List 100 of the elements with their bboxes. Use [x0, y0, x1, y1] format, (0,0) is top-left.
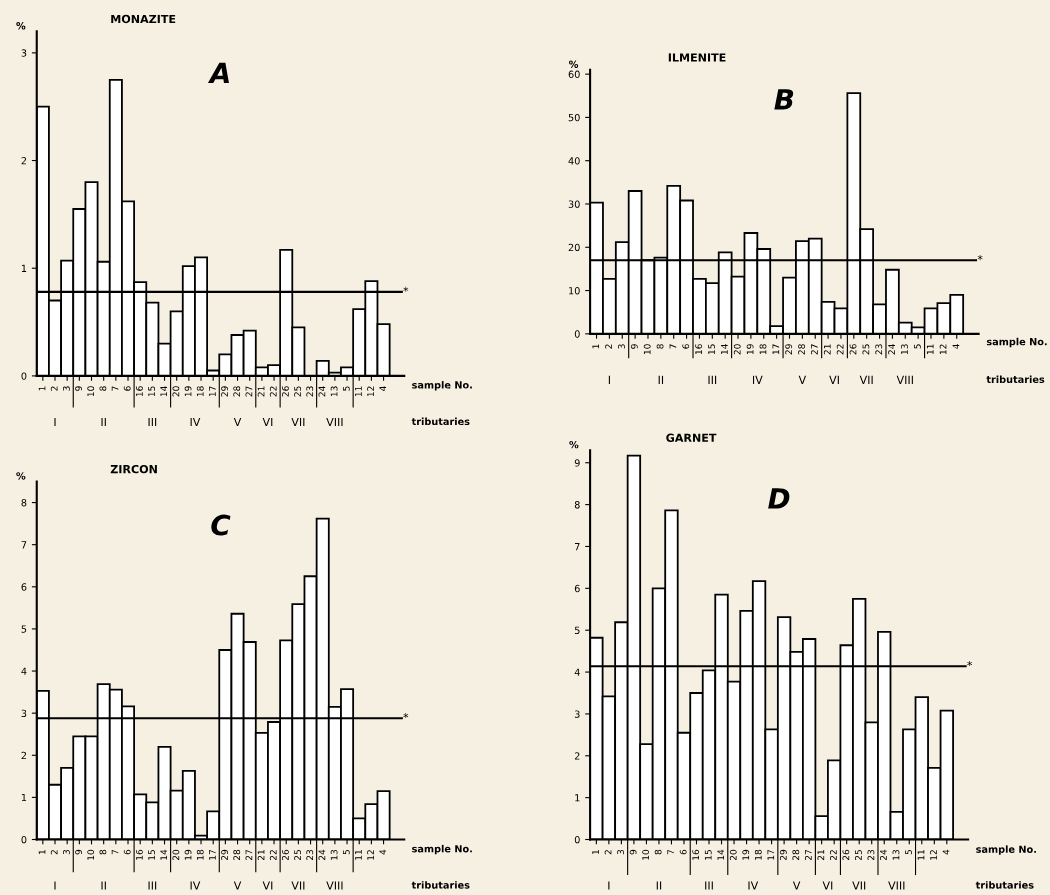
y-tick-label: 4 [21, 667, 27, 675]
text: III [705, 881, 713, 890]
text: VI [829, 375, 839, 384]
text: I [54, 881, 56, 890]
x-tick-label: 2 [50, 850, 58, 855]
y-tick-label: 5 [21, 625, 27, 633]
text: III [148, 417, 157, 427]
x-tick-label: 13 [330, 849, 338, 860]
x-tick-label: 25 [862, 344, 870, 355]
x-tick-label: 14 [160, 849, 168, 860]
x-tick-label: 27 [804, 850, 812, 861]
x-tick-label: 27 [811, 344, 818, 355]
x-tick-label: 9 [75, 386, 82, 391]
y-tick-label: 0 [574, 835, 580, 844]
x-tick-label: 25 [855, 850, 862, 861]
chart-title: GARNET [666, 433, 717, 443]
y-tick-label: 1 [575, 794, 580, 802]
x-tick-label: 16 [692, 849, 700, 860]
x-tick-label: 24 [880, 849, 887, 861]
x-tick-label: 29 [785, 344, 793, 355]
x-tick-label: 16 [695, 344, 703, 355]
x-tick-label: 29 [221, 849, 228, 861]
y-tick-label: 2 [21, 751, 27, 759]
x-tick-label: 25 [294, 850, 301, 861]
y-tick-label: 3 [574, 710, 580, 718]
y-tick-label: 20 [568, 243, 580, 252]
y-tick-label: 3 [21, 49, 27, 57]
text: IV [752, 375, 763, 384]
y-tick-label: 0 [21, 372, 27, 380]
text: VI [822, 881, 833, 890]
x-tick-label: 6 [123, 849, 131, 855]
x-tick-label: 6 [679, 849, 687, 855]
y-tick-label: 1 [21, 264, 27, 272]
text: I [608, 881, 610, 890]
text: VI [262, 881, 273, 890]
x-tick-label: 23 [875, 344, 883, 355]
x-tick-label: 12 [930, 850, 937, 860]
text: VIII [326, 881, 343, 890]
annotation: D [768, 488, 790, 509]
x-tick-label: 10 [643, 344, 651, 355]
text: II [656, 881, 662, 890]
x-tick-label: 1 [592, 344, 600, 349]
y-tick-label: 7 [574, 543, 580, 551]
x-tick-label: 15 [708, 344, 715, 355]
x-tick-label: 4 [942, 849, 950, 855]
x-tick-label: 11 [355, 386, 362, 397]
x-tick-label: 5 [342, 850, 350, 855]
x-tick-label: 20 [172, 386, 180, 397]
ref-line-label: * [967, 661, 973, 667]
x-tick-label: 23 [306, 386, 314, 397]
y-tick-label: 9 [574, 459, 580, 467]
x-tick-label: 18 [754, 849, 762, 860]
x-tick-label: 15 [704, 850, 712, 860]
x-tick-label: 7 [669, 344, 677, 349]
y-axis-title: % [569, 60, 579, 68]
y-axis-title: % [569, 440, 579, 449]
text: II [658, 375, 664, 384]
x-tick-label: 4 [952, 344, 960, 349]
x-tick-label: 8 [654, 849, 662, 855]
x-tick-label: 3 [617, 849, 625, 855]
text: tributaries [986, 375, 1045, 384]
x-tick-label: 14 [721, 344, 728, 355]
x-tick-label: 17 [209, 850, 216, 860]
x-tick-label: 11 [355, 850, 362, 860]
text: IV [190, 881, 201, 890]
x-tick-label: 6 [123, 386, 131, 391]
x-tick-label: 3 [62, 849, 70, 855]
x-tick-label: 12 [939, 344, 947, 355]
x-tick-label: 2 [605, 344, 612, 349]
y-tick-label: 0 [21, 835, 27, 844]
x-tick-label: 5 [905, 850, 912, 855]
x-tick-label: 21 [823, 344, 831, 355]
x-tick-label: 2 [50, 386, 58, 391]
x-tick-label: 20 [733, 344, 741, 355]
x-tick-label: 29 [221, 386, 228, 397]
x-tick-label: 3 [618, 344, 625, 349]
x-tick-label: 18 [759, 344, 767, 355]
x-axis-title: sample No. [412, 381, 472, 391]
x-tick-label: 10 [87, 386, 95, 397]
ref-line-label: * [977, 255, 983, 261]
x-tick-label: 7 [667, 850, 674, 855]
x-tick-label: 3 [62, 386, 70, 391]
x-tick-label: 9 [629, 849, 637, 855]
x-tick-label: 5 [342, 386, 350, 391]
x-tick-label: 24 [318, 849, 326, 861]
annotation: C [211, 514, 231, 536]
text: VI [262, 417, 273, 427]
y-tick-label: 30 [568, 200, 580, 208]
x-tick-label: 19 [184, 386, 192, 397]
x-tick-label: 1 [38, 850, 46, 854]
text: V [792, 881, 801, 890]
x-tick-label: 13 [892, 849, 900, 860]
ref-line-label: * [403, 713, 409, 719]
annotation: B [774, 89, 794, 110]
text: II [101, 881, 106, 890]
text: tributaries [411, 417, 470, 426]
x-tick-label: 22 [269, 386, 277, 397]
x-tick-label: 14 [160, 386, 168, 397]
y-tick-label: 8 [574, 501, 580, 509]
x-tick-label: 18 [196, 849, 204, 860]
